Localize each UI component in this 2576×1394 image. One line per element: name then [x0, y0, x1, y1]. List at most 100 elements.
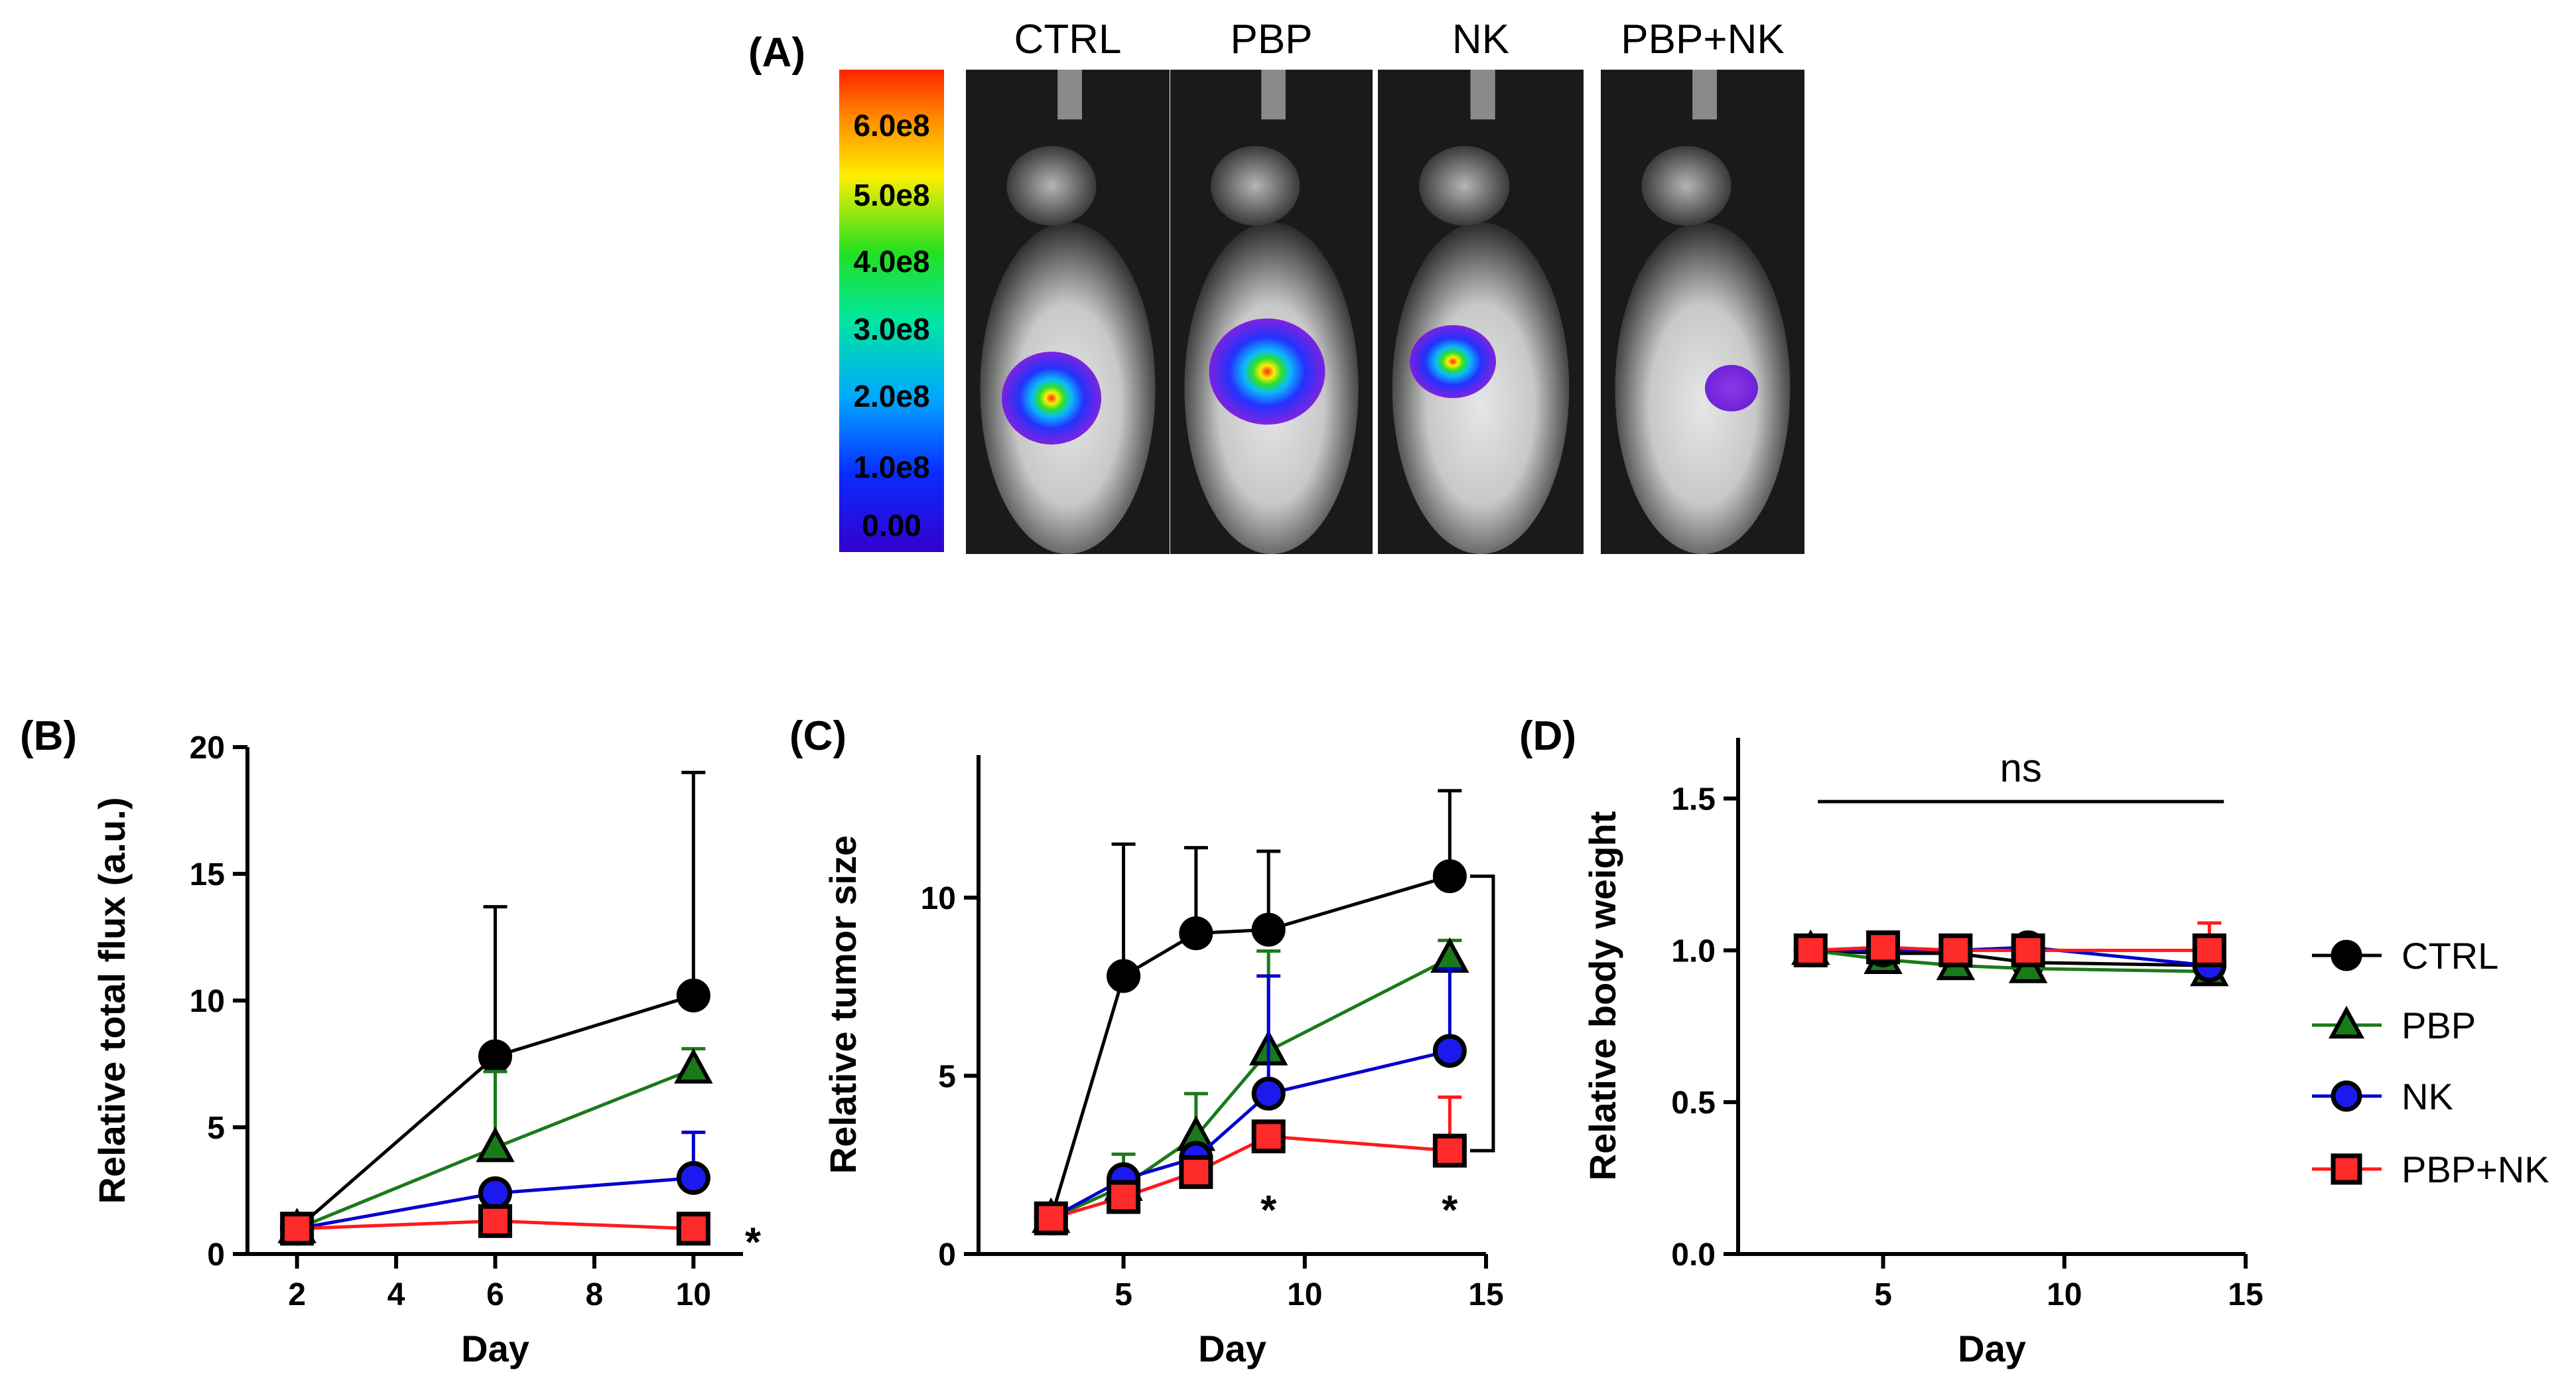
legend-marker — [2328, 1005, 2365, 1039]
significance-star: * — [1442, 1188, 1458, 1233]
legend: CTRL PBP NK PBP+NK — [2312, 935, 2549, 1190]
legend-item-pbp: PBP — [2312, 1005, 2476, 1046]
data-point — [1432, 1133, 1467, 1168]
legend-label: PBP+NK — [2402, 1149, 2549, 1190]
y-tick-label: 1.5 — [1671, 782, 1716, 817]
data-point — [1432, 859, 1467, 894]
mouse-body — [1615, 222, 1791, 554]
mouse-image-pbp: PBP — [1170, 17, 1373, 554]
colorbar-tick-label: 4.0e8 — [853, 244, 929, 279]
x-axis-label: Day — [461, 1328, 529, 1369]
legend-marker — [2331, 1080, 2362, 1112]
x-tick-label: 15 — [2228, 1277, 2263, 1312]
colorbar-tick-label: 6.0e8 — [853, 108, 929, 143]
y-tick-label: 0 — [938, 1237, 956, 1273]
mouse-head — [1211, 146, 1300, 226]
legend-marker — [2331, 940, 2362, 971]
data-point — [1251, 1119, 1286, 1154]
data-point — [1938, 933, 1973, 967]
legend-label: CTRL — [2402, 935, 2498, 977]
colorbar: 6.0e8 5.0e8 4.0e8 3.0e8 2.0e8 1.0e8 0.00 — [839, 70, 944, 552]
luminescence-images: CTRL PBP NK PBP+NK — [966, 17, 1804, 554]
nose-cone — [1261, 70, 1286, 119]
data-point — [1251, 912, 1286, 947]
series-nk — [1034, 967, 1467, 1235]
colorbar-tick-label: 2.0e8 — [853, 379, 929, 413]
data-point — [478, 1039, 512, 1074]
y-tick-label: 20 — [190, 731, 225, 766]
x-tick-label: 5 — [1874, 1277, 1892, 1312]
data-point — [676, 978, 711, 1012]
y-tick-label: 0.0 — [1671, 1237, 1716, 1273]
x-tick-label: 4 — [387, 1277, 405, 1312]
mouse-image-nk: NK — [1378, 17, 1584, 554]
data-point — [478, 1176, 512, 1210]
y-axis-label: Relative total flux (a.u.) — [91, 798, 133, 1204]
y-tick-label: 10 — [921, 881, 956, 916]
series-pbp — [1032, 937, 1469, 1233]
colorbar-tick-label: 1.0e8 — [853, 450, 929, 484]
series-pbp-plus-nk — [280, 1204, 711, 1246]
image-label: PBP+NK — [1621, 17, 1784, 62]
series-ctrl — [280, 770, 711, 1246]
x-tick-label: 10 — [676, 1277, 711, 1312]
y-tick-label: 5 — [207, 1111, 225, 1146]
mouse-head — [1641, 146, 1731, 226]
colorbar-tick-label: 0.00 — [862, 508, 921, 543]
series-pbp-plus-nk — [1793, 921, 2226, 967]
series-ctrl — [1034, 789, 1467, 1235]
image-label: PBP — [1230, 17, 1312, 62]
x-axis-label: Day — [1958, 1328, 2026, 1369]
nose-cone — [1057, 70, 1082, 119]
data-point — [1034, 1201, 1068, 1235]
x-tick-label: 5 — [1115, 1277, 1132, 1312]
luminescence-signal — [1705, 365, 1758, 411]
mouse-head — [1006, 146, 1097, 226]
y-tick-label: 15 — [190, 857, 225, 892]
significance-bracket — [1469, 874, 1495, 1152]
colorbar-gradient — [839, 70, 944, 552]
data-point — [1107, 959, 1141, 993]
luminescence-signal — [1209, 318, 1325, 425]
mouse-image-ctrl: CTRL — [966, 17, 1170, 554]
data-point — [2011, 933, 2045, 967]
data-point — [1866, 930, 1901, 965]
legend-label: NK — [2402, 1076, 2453, 1117]
series-line — [1049, 874, 1451, 1220]
data-point — [676, 1212, 711, 1246]
x-tick-label: 10 — [2047, 1277, 2082, 1312]
image-label: CTRL — [1014, 17, 1122, 62]
luminescence-signal — [1002, 352, 1101, 445]
panel-label: (C) — [789, 713, 847, 759]
colorbar-ticks: 6.0e8 5.0e8 4.0e8 3.0e8 2.0e8 1.0e8 0.00 — [853, 108, 929, 543]
legend-marker — [2331, 1153, 2362, 1185]
y-tick-label: 10 — [190, 984, 225, 1019]
chart-c: (C) 0 5 10 5 10 15 Day Relative tumor size * * — [789, 713, 1504, 1369]
colorbar-tick-label: 3.0e8 — [853, 312, 929, 346]
significance-star: * — [1260, 1188, 1277, 1233]
ns-label: ns — [2000, 746, 2042, 790]
x-tick-label: 8 — [586, 1277, 604, 1312]
data-point — [676, 1160, 711, 1195]
luminescence-signal — [1410, 325, 1496, 398]
panel-label: (D) — [1519, 713, 1576, 759]
image-label: NK — [1452, 17, 1509, 62]
data-point — [1179, 1154, 1213, 1189]
data-point — [1793, 933, 1828, 967]
data-point — [1251, 1076, 1286, 1111]
data-point — [476, 1127, 515, 1162]
legend-item-ctrl: CTRL — [2312, 935, 2498, 977]
x-tick-label: 6 — [486, 1277, 504, 1312]
data-point — [1179, 916, 1213, 951]
panel-a-label: (A) — [748, 30, 805, 76]
charts: (B) 0 5 10 15 20 2 4 6 8 10 Day Relative total flux … — [20, 713, 2264, 1369]
data-point — [674, 1048, 713, 1084]
data-point — [478, 1204, 512, 1238]
legend-item-pbp-plus-nk: PBP+NK — [2312, 1149, 2549, 1190]
chart-d: (D) 0.0 0.5 1.0 1.5 5 10 15 Day Relative body wei… — [1519, 713, 2264, 1369]
y-axis-label: Relative tumor size — [822, 835, 864, 1174]
y-tick-label: 0.5 — [1671, 1085, 1716, 1121]
nose-cone — [1470, 70, 1495, 119]
data-point — [280, 1212, 314, 1246]
